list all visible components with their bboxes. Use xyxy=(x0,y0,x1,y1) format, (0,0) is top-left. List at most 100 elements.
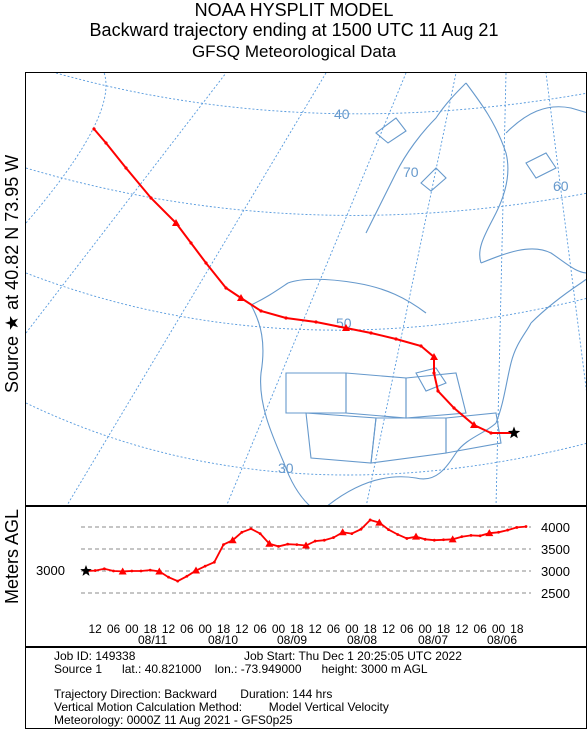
height-series-point xyxy=(185,574,189,578)
height-series-marker xyxy=(375,518,384,526)
map-coastlines xyxy=(250,82,586,505)
start-height-label: 3000 xyxy=(36,563,65,578)
height-series-point xyxy=(350,532,354,535)
map-source-star xyxy=(507,426,521,439)
arctic-island-c xyxy=(525,152,557,179)
height-tick-label: 3000 xyxy=(541,564,570,579)
height-series-point xyxy=(222,543,225,546)
height-series-point xyxy=(515,526,519,529)
lon-line-c xyxy=(66,73,327,505)
time-tick-label: 06 xyxy=(473,622,487,636)
time-tick-label: 18 xyxy=(437,622,451,636)
map-trajectory-point xyxy=(124,166,128,170)
time-tick-label: 06 xyxy=(327,622,341,636)
arctic-island-a xyxy=(420,167,447,192)
height-series-point xyxy=(497,530,500,534)
height-profile-panel: 2500 3000 3500 4000 12 06 00 18 12 06 00 18 12 06 00 18… xyxy=(25,506,587,647)
height-series-point xyxy=(460,535,464,539)
date-label: 08/10 xyxy=(208,633,239,647)
time-tick-label: 12 xyxy=(88,622,102,636)
time-tick-label: 12 xyxy=(235,622,249,636)
state-box-f xyxy=(405,372,467,419)
hudson-bay-east xyxy=(465,82,509,264)
height-series-point xyxy=(139,569,143,573)
height-series-point xyxy=(478,534,482,538)
height-series-marker xyxy=(485,529,494,537)
job-id-text: Job ID: 149338 xyxy=(54,649,136,663)
height-series-marker xyxy=(118,567,127,575)
height-series-point xyxy=(469,533,473,537)
height-series-point xyxy=(112,569,115,573)
height-series-point xyxy=(524,525,528,528)
time-tick-label: 06 xyxy=(253,622,267,636)
date-label: 08/06 xyxy=(487,633,518,647)
map-trajectory-point xyxy=(432,371,436,375)
time-tick-label: 00 xyxy=(345,622,359,636)
height-series-point xyxy=(405,537,409,540)
time-tick-label: 06 xyxy=(107,622,121,636)
source-location-label: Source ★ at 40.82 N 73.95 W xyxy=(2,154,22,393)
map-trajectory-point xyxy=(104,141,108,145)
map-trajectory-point xyxy=(369,331,373,335)
map-trajectory-line xyxy=(93,128,514,434)
height-series-point xyxy=(286,542,290,546)
baffin-coast xyxy=(505,106,586,134)
us-canada-border xyxy=(287,278,427,314)
source-info-text: Source 1 lat.: 40.821000 lon.: -73.94900… xyxy=(54,662,428,676)
height-series-point xyxy=(203,564,207,568)
map-trajectory-point xyxy=(204,261,208,265)
meteorology-text: Meteorology: 0000Z 11 Aug 2021 - GFS0p25 xyxy=(54,713,293,727)
height-series-point xyxy=(506,528,510,532)
time-tick-label: 18 xyxy=(143,622,157,636)
time-tick-label: 12 xyxy=(455,622,469,636)
time-tick-label: 00 xyxy=(418,622,432,636)
map-trajectory-group xyxy=(92,127,521,439)
meters-agl-axis-label: Meters AGL xyxy=(2,508,22,604)
time-tick-label: 12 xyxy=(382,622,396,636)
height-series-marker xyxy=(265,539,274,547)
height-series-point xyxy=(359,527,363,531)
height-series-point xyxy=(167,575,170,579)
time-tick-label: 18 xyxy=(510,622,524,636)
lon-line-d xyxy=(226,73,407,505)
time-tick-label: 18 xyxy=(290,622,304,636)
east-coast-south xyxy=(495,322,532,424)
height-series-marker xyxy=(338,528,347,536)
lon-label-70: 70 xyxy=(403,164,419,180)
time-tick-label: 00 xyxy=(125,622,139,636)
map-trajectory-point xyxy=(284,316,288,320)
job-info-panel: Job ID: 149338 Job Start: Thu Dec 1 20:2… xyxy=(25,647,587,729)
height-series-point xyxy=(176,579,180,583)
map-trajectory-point xyxy=(419,344,423,348)
map-trajectory-point xyxy=(259,309,263,313)
map-svg: 40 50 30 70 60 xyxy=(26,73,586,505)
height-series-point xyxy=(387,528,390,532)
height-series-point xyxy=(368,518,372,522)
height-chart-svg: 2500 3000 3500 4000 12 06 00 18 12 06 00 18 12 06 00 18… xyxy=(80,518,570,636)
height-series-point xyxy=(332,536,335,539)
map-trajectory-point xyxy=(224,286,228,290)
time-tick-label: 18 xyxy=(217,622,231,636)
height-tick-label: 2500 xyxy=(541,586,570,601)
date-label: 08/08 xyxy=(347,633,378,647)
lat-label-30: 30 xyxy=(278,460,294,476)
height-series-marker xyxy=(448,535,457,543)
height-series-point xyxy=(249,527,253,531)
time-tick-label: 12 xyxy=(308,622,322,636)
lon-line-g xyxy=(545,73,586,391)
height-series-marker xyxy=(155,567,164,575)
gulf-coast xyxy=(327,422,497,505)
map-trajectory-marker xyxy=(342,324,350,331)
state-box-a xyxy=(285,372,347,414)
map-trajectory-point xyxy=(314,320,318,324)
trajectory-map: 40 50 30 70 60 xyxy=(25,72,587,506)
hudson-bay-west xyxy=(365,82,467,234)
lat-label-40: 40 xyxy=(334,106,350,122)
height-series-point xyxy=(130,569,134,573)
east-coast-north xyxy=(530,278,586,324)
date-label: 08/07 xyxy=(418,633,449,647)
time-tick-label: 06 xyxy=(400,622,414,636)
height-series-point xyxy=(212,560,216,564)
labrador-coast xyxy=(480,248,586,274)
map-trajectory-point xyxy=(394,337,398,341)
